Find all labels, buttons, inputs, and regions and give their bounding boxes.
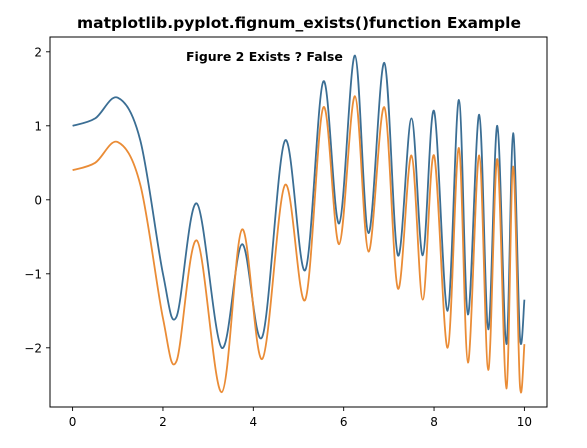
x-tick-label: 8 xyxy=(430,415,438,429)
x-tick-label: 6 xyxy=(340,415,348,429)
y-tick-label: −2 xyxy=(24,341,42,355)
x-tick-label: 2 xyxy=(159,415,167,429)
x-tick-label: 0 xyxy=(69,415,77,429)
series-layer xyxy=(72,54,526,394)
x-tick-label: 4 xyxy=(249,415,257,429)
x-tick-label: 10 xyxy=(517,415,532,429)
y-tick-label: 2 xyxy=(34,45,42,59)
chart-annotation: Figure 2 Exists ? False xyxy=(186,49,343,64)
y-tick-label: 0 xyxy=(34,193,42,207)
axis-layer: 0 2 4 6 8 10 −2 −1 0 1 2 xyxy=(24,45,532,429)
y-tick-label: −1 xyxy=(24,267,42,281)
chart-title: matplotlib.pyplot.fignum_exists()functio… xyxy=(77,14,521,32)
y-tick-label: 1 xyxy=(34,119,42,133)
series-line-1 xyxy=(72,54,526,349)
series-line-2 xyxy=(72,95,526,394)
